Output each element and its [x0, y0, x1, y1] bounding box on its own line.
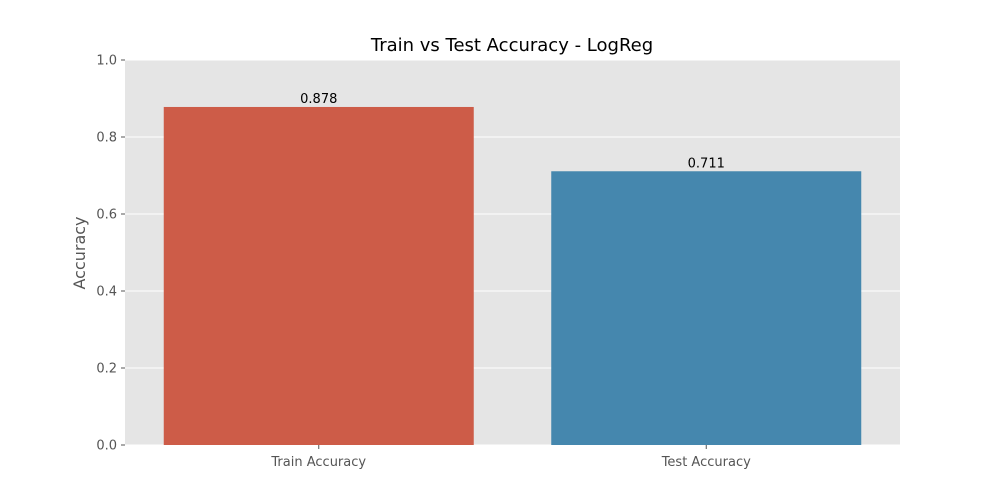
x-tick-label: Test Accuracy [661, 455, 751, 470]
bar-test-accuracy [551, 171, 862, 445]
chart-title: Train vs Test Accuracy - LogReg [370, 35, 653, 56]
y-tick-label: 0.6 [96, 208, 117, 223]
data-label: 0.878 [300, 92, 337, 107]
y-tick-label: 0.2 [96, 362, 117, 377]
y-tick-label: 1.0 [96, 54, 117, 69]
y-tick-label: 0.0 [96, 439, 117, 454]
y-tick-label: 0.4 [96, 285, 117, 300]
x-axis: Train Accuracy Test Accuracy [270, 445, 751, 470]
y-axis-label: Accuracy [70, 216, 89, 289]
y-tick-label: 0.8 [96, 131, 117, 146]
bar-train-accuracy [163, 106, 474, 445]
data-labels: 0.878 0.711 [300, 92, 725, 171]
y-axis: 0.0 0.2 0.4 0.6 0.8 1.0 [96, 54, 125, 454]
data-label: 0.711 [688, 156, 725, 171]
bars [163, 106, 862, 445]
x-tick-label: Train Accuracy [270, 455, 366, 470]
